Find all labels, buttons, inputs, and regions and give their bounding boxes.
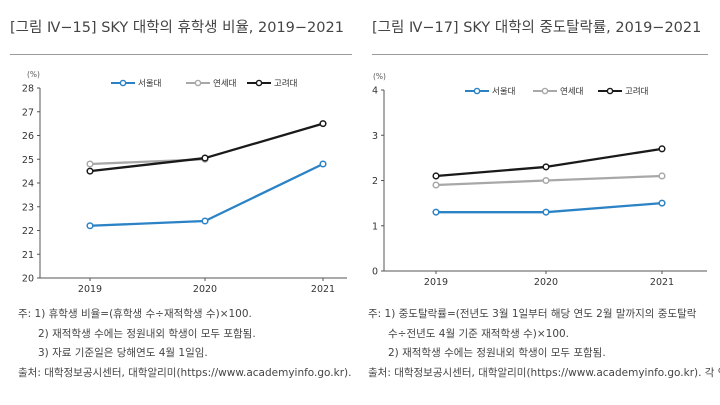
legend-marker <box>606 87 614 95</box>
y-tick-label: 22 <box>22 226 34 237</box>
data-point <box>86 222 94 230</box>
legend-label: 고려대 <box>274 78 297 89</box>
x-tick-label: 2021 <box>311 284 335 295</box>
data-point <box>432 181 440 189</box>
y-tick-label: 1 <box>372 221 378 232</box>
title-divider <box>372 54 708 55</box>
x-tick-label: 2021 <box>650 277 674 288</box>
y-tick-label: 4 <box>372 86 378 97</box>
legend-label: 고려대 <box>625 86 648 97</box>
x-tick-label: 2020 <box>534 277 558 288</box>
figure-notes: 주: 1) 휴학생 비율=(휴학생 수÷재적학생 수)×100. 2) 재적학생… <box>18 305 351 383</box>
data-point <box>432 208 440 216</box>
data-point <box>201 154 209 162</box>
data-point <box>658 145 666 153</box>
source-line: 출처: 대학정보공시센터, 대학알리미(https://www.academyi… <box>18 366 352 379</box>
y-tick-label: 3 <box>372 131 378 142</box>
source-line: 출처: 대학정보공시센터, 대학알리미(https://www.academyi… <box>368 366 720 379</box>
data-point <box>319 160 327 168</box>
data-point <box>658 172 666 180</box>
data-point <box>319 120 327 128</box>
legend-label: 서울대 <box>138 79 161 89</box>
legend-label: 연세대 <box>560 87 583 97</box>
y-tick-label: 23 <box>22 202 34 213</box>
x-tick-label: 2019 <box>78 284 102 295</box>
right-figure-panel: [그림 Ⅳ−17] SKY 대학의 중도탈락률, 2019−2021 0 1 2 3 4… <box>362 0 720 405</box>
dropout-rate-chart: 0 1 2 3 4 (%) 2019 2020 2021 서울대 연세대 고려대 <box>372 72 707 288</box>
note-line: 주: 1) 휴학생 비율=(휴학생 수÷재적학생 수)×100. <box>18 308 252 320</box>
data-point <box>542 208 550 216</box>
data-point <box>542 163 550 171</box>
figure-title: [그림 Ⅳ−15] SKY 대학의 휴학생 비율, 2019−2021 <box>10 20 344 36</box>
legend-marker <box>255 79 263 87</box>
legend-marker <box>473 87 481 95</box>
note-line: 2) 재적학생 수에는 정원내외 학생이 모두 포함됨. <box>38 327 256 340</box>
data-point <box>542 176 550 185</box>
data-point <box>201 217 209 225</box>
note-line: 수÷전년도 4월 기준 재적학생 수)×100. <box>388 327 570 340</box>
left-figure-panel: [그림 Ⅳ−15] SKY 대학의 휴학생 비율, 2019−2021 20 21… <box>10 20 352 383</box>
note-line: 주: 1) 중도탈락률=(전년도 3월 1일부터 해당 연도 2월 말까지의 중… <box>368 308 697 320</box>
legend-marker <box>119 79 127 87</box>
y-unit-label: (%) <box>27 70 40 79</box>
y-tick-label: 27 <box>22 107 34 118</box>
figure-title: [그림 Ⅳ−17] SKY 대학의 중도탈락률, 2019−2021 <box>372 20 702 36</box>
y-tick-label: 26 <box>22 131 34 142</box>
y-tick-label: 24 <box>22 179 34 190</box>
y-tick-label: 28 <box>22 84 34 95</box>
figure-notes: 주: 1) 중도탈락률=(전년도 3월 1일부터 해당 연도 2월 말까지의 중… <box>368 305 720 383</box>
data-point <box>86 167 94 175</box>
data-point <box>658 199 666 207</box>
y-unit-label: (%) <box>373 72 386 81</box>
y-tick-label: 0 <box>372 267 378 278</box>
y-tick-label: 2 <box>372 176 378 187</box>
series-line <box>89 122 324 173</box>
y-tick-label: 21 <box>22 250 34 261</box>
series-line <box>89 162 324 227</box>
note-line: 3) 자료 기준일은 당해연도 4월 1일임. <box>38 347 208 359</box>
legend-marker <box>194 79 202 87</box>
y-tick-label: 25 <box>22 155 34 166</box>
legend-label: 연세대 <box>213 79 236 89</box>
x-tick-label: 2019 <box>424 277 448 288</box>
x-tick-label: 2020 <box>193 284 217 295</box>
legend-marker <box>541 87 549 95</box>
title-divider <box>10 54 352 55</box>
legend-label: 서울대 <box>492 87 515 97</box>
note-line: 2) 재적학생 수에는 정원내외 학생이 모두 포함됨. <box>388 347 606 359</box>
series-line <box>435 147 663 178</box>
data-point <box>86 160 94 168</box>
y-tick-label: 20 <box>22 274 34 285</box>
data-point <box>432 172 440 180</box>
